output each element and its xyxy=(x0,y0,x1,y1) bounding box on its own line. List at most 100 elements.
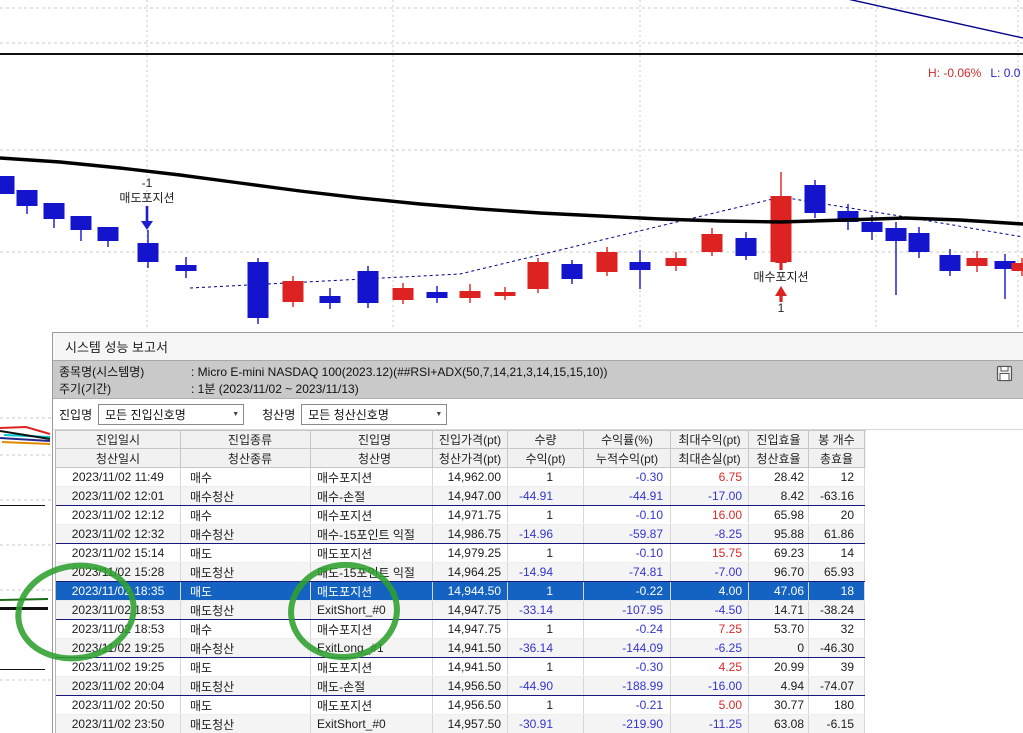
table-cell: 2023/11/02 12:01 xyxy=(56,487,181,505)
candle xyxy=(885,228,907,241)
symbol-label: 종목명(시스템명) xyxy=(59,365,145,379)
indicator-line xyxy=(0,425,51,435)
table-cell: 매도포지션 xyxy=(311,696,433,714)
table-cell: 14,941.50 xyxy=(433,658,508,676)
candle xyxy=(16,190,38,206)
table-cell: 1 xyxy=(508,506,584,524)
table-row[interactable]: 2023/11/02 12:32 매수청산 매수-15포인트 익절 14,986.75… xyxy=(56,525,865,544)
table-cell: 14,947.75 xyxy=(433,620,508,638)
table-cell: -17.00 xyxy=(671,487,749,505)
table-cell: 14 xyxy=(809,544,865,562)
column-header: 청산일시 xyxy=(56,449,181,468)
table-cell: 53.70 xyxy=(749,620,809,638)
candle xyxy=(319,296,341,303)
table-cell: -0.10 xyxy=(584,506,671,524)
table-cell: 매수 xyxy=(181,620,311,638)
table-row[interactable]: 2023/11/02 19:25 매도 매도포지션 14,941.50 1 -0.30 4.… xyxy=(56,658,865,677)
table-row[interactable]: 2023/11/02 18:53 매수 매수포지션 14,947.75 1 -0.24 7.… xyxy=(56,620,865,639)
sell-marker-qty: -1 xyxy=(141,176,153,190)
entry-signal-select[interactable]: 모든 진입신호명 ▼ xyxy=(98,403,245,425)
table-cell: -0.10 xyxy=(584,544,671,562)
table-cell: 매도 xyxy=(181,658,311,676)
table-row[interactable]: 2023/11/02 19:25 매수청산 ExitLong_#1 14,941.50… xyxy=(56,639,865,658)
table-cell: 61.86 xyxy=(809,525,865,543)
column-header: 진입일시 xyxy=(56,431,181,449)
table-cell: 15.75 xyxy=(671,544,749,562)
table-cell: 16.00 xyxy=(671,506,749,524)
table-cell: 매도포지션 xyxy=(311,582,433,600)
table-cell: 2023/11/02 12:32 xyxy=(56,525,181,543)
window-titlebar[interactable]: 시스템 성능 보고서 xyxy=(53,333,1023,360)
table-cell: 매수청산 xyxy=(181,639,311,657)
indicator-line xyxy=(0,607,48,610)
sell-marker-label: 매도포지션 xyxy=(119,191,175,205)
table-cell: -188.99 xyxy=(584,677,671,695)
buy-arrow-icon xyxy=(779,262,783,270)
trade-table: 진입일시 진입종류 진입명 진입가격(pt) 수량 수익률(%) 최대수익(pt) 진입효율 봉… xyxy=(55,430,866,733)
table-row[interactable]: 2023/11/02 20:50 매도 매도포지션 14,956.50 1 -0.21 5.… xyxy=(56,696,865,715)
candle xyxy=(735,238,757,256)
candle xyxy=(1011,263,1023,271)
exit-filter-label: 청산명 xyxy=(262,407,296,422)
table-cell: -44.91 xyxy=(508,487,584,505)
table-cell: 14,947.75 xyxy=(433,601,508,619)
table-cell: 14,979.25 xyxy=(433,544,508,562)
table-cell: 1 xyxy=(508,696,584,714)
buy-arrow-icon xyxy=(775,286,787,296)
column-header: 진입종류 xyxy=(181,431,311,449)
table-header-row-entry: 진입일시 진입종류 진입명 진입가격(pt) 수량 수익률(%) 최대수익(pt) 진입효율 봉… xyxy=(56,430,866,449)
table-cell: 14,956.50 xyxy=(433,677,508,695)
table-row[interactable]: 2023/11/02 18:53 매도청산 ExitShort_#0 14,947.7… xyxy=(56,601,865,620)
candle xyxy=(966,258,988,266)
table-cell: -30.91 xyxy=(508,715,584,733)
performance-report-window: 시스템 성능 보고서 종목명(시스템명) : Micro E-mini NASD… xyxy=(52,332,1023,733)
table-cell: 32 xyxy=(809,620,865,638)
table-row[interactable]: 2023/11/02 12:12 매수 매수포지션 14,971.75 1 -0.10 16… xyxy=(56,506,865,525)
table-cell: 96.70 xyxy=(749,563,809,581)
table-cell: 매도청산 xyxy=(181,677,311,695)
indicator-line xyxy=(0,430,51,440)
table-row[interactable]: 2023/11/02 20:04 매도청산 매도-손절 14,956.50 -44.90… xyxy=(56,677,865,696)
table-row[interactable]: 2023/11/02 15:28 매도청산 매도-15포인트 익절 14,964.25… xyxy=(56,563,865,582)
table-cell: -7.00 xyxy=(671,563,749,581)
table-cell: 47.06 xyxy=(749,582,809,600)
candle xyxy=(137,243,159,262)
exit-signal-select[interactable]: 모든 청산신호명 ▼ xyxy=(301,403,448,425)
table-cell: 매도-손절 xyxy=(311,677,433,695)
table-cell: 7.25 xyxy=(671,620,749,638)
table-cell: 12 xyxy=(809,468,865,486)
table-cell: 39 xyxy=(809,658,865,676)
table-cell: 65.93 xyxy=(809,563,865,581)
save-icon[interactable] xyxy=(996,365,1013,382)
table-row[interactable]: 2023/11/02 23:50 매도청산 ExitShort_#0 14,957.5… xyxy=(56,715,865,733)
table-cell: 14,962.00 xyxy=(433,468,508,486)
candle xyxy=(0,176,15,194)
table-cell: 14,956.50 xyxy=(433,696,508,714)
column-header: 진입효율 xyxy=(749,431,809,449)
candle xyxy=(770,196,792,262)
table-row[interactable]: 2023/11/02 12:01 매수청산 매수-손절 14,947.00 -44.91… xyxy=(56,487,865,506)
table-row[interactable]: 2023/11/02 18:35 매도 매도포지션 14,944.50 1 -0.22 4.… xyxy=(56,582,865,601)
column-header: 진입가격(pt) xyxy=(433,431,508,449)
table-cell: -0.24 xyxy=(584,620,671,638)
table-cell: -63.16 xyxy=(809,487,865,505)
table-cell: -0.21 xyxy=(584,696,671,714)
table-cell: 매도청산 xyxy=(181,563,311,581)
table-cell: ExitShort_#0 xyxy=(311,715,433,733)
table-cell: 2023/11/02 18:35 xyxy=(56,582,181,600)
table-cell: 14,986.75 xyxy=(433,525,508,543)
table-cell: 2023/11/02 18:53 xyxy=(56,620,181,638)
table-cell: -0.30 xyxy=(584,658,671,676)
table-cell: 매수포지션 xyxy=(311,506,433,524)
candle xyxy=(994,261,1016,269)
table-cell: 14,971.75 xyxy=(433,506,508,524)
table-cell: -4.50 xyxy=(671,601,749,619)
table-row[interactable]: 2023/11/02 11:49 매수 매수포지션 14,962.00 1 -0.30 6.… xyxy=(56,468,865,487)
table-cell: -6.15 xyxy=(809,715,865,733)
table-cell: 4.94 xyxy=(749,677,809,695)
table-row[interactable]: 2023/11/02 15:14 매도 매도포지션 14,979.25 1 -0.10 15… xyxy=(56,544,865,563)
candle xyxy=(494,292,516,296)
exit-signal-value: 모든 청산신호명 xyxy=(308,407,389,422)
candle xyxy=(861,222,883,232)
